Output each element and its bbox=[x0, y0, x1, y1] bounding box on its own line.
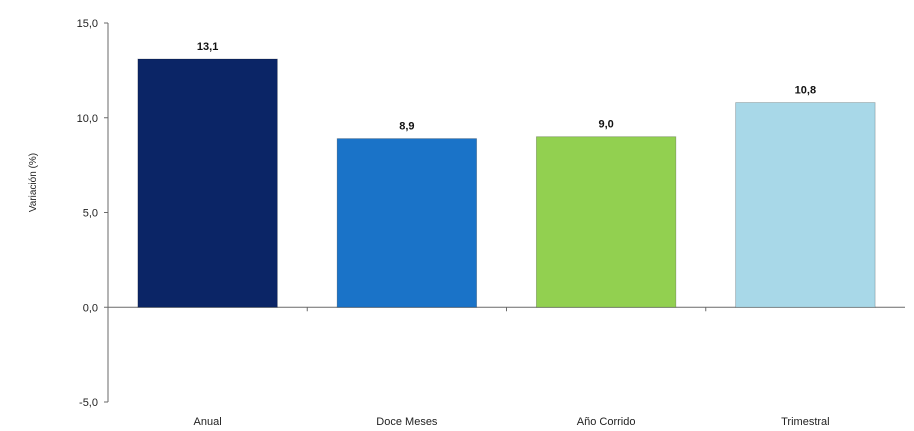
x-category-label: Anual bbox=[194, 416, 222, 428]
bar-value-label: 9,0 bbox=[598, 119, 613, 131]
y-tick-label: 10,0 bbox=[77, 113, 98, 125]
bar-anual bbox=[137, 58, 278, 308]
bar-trimestral bbox=[735, 102, 876, 308]
category-labels: Anual Doce Meses Año Corrido Trimestral bbox=[194, 416, 830, 428]
y-tick-label: 15,0 bbox=[77, 18, 98, 30]
y-tick-labels: 15,0 10,0 5,0 0,0 -5,0 bbox=[77, 18, 98, 409]
x-category-label: Año Corrido bbox=[577, 416, 636, 428]
bar-value-label: 10,8 bbox=[795, 85, 816, 97]
bars bbox=[137, 58, 876, 308]
x-category-label: Doce Meses bbox=[376, 416, 438, 428]
y-tick-label: 5,0 bbox=[83, 208, 98, 220]
y-axis-label: Variación (%) bbox=[28, 153, 39, 212]
bar-año-corrido bbox=[535, 136, 677, 308]
bar-value-label: 13,1 bbox=[197, 41, 218, 53]
data-labels: 13,1 8,9 9,0 10,8 bbox=[197, 41, 816, 133]
bar-value-label: 8,9 bbox=[399, 121, 414, 133]
x-category-label: Trimestral bbox=[781, 416, 829, 428]
y-tick-label: 0,0 bbox=[83, 302, 98, 314]
y-tick-label: -5,0 bbox=[79, 397, 98, 409]
bar-doce-meses bbox=[336, 138, 478, 308]
